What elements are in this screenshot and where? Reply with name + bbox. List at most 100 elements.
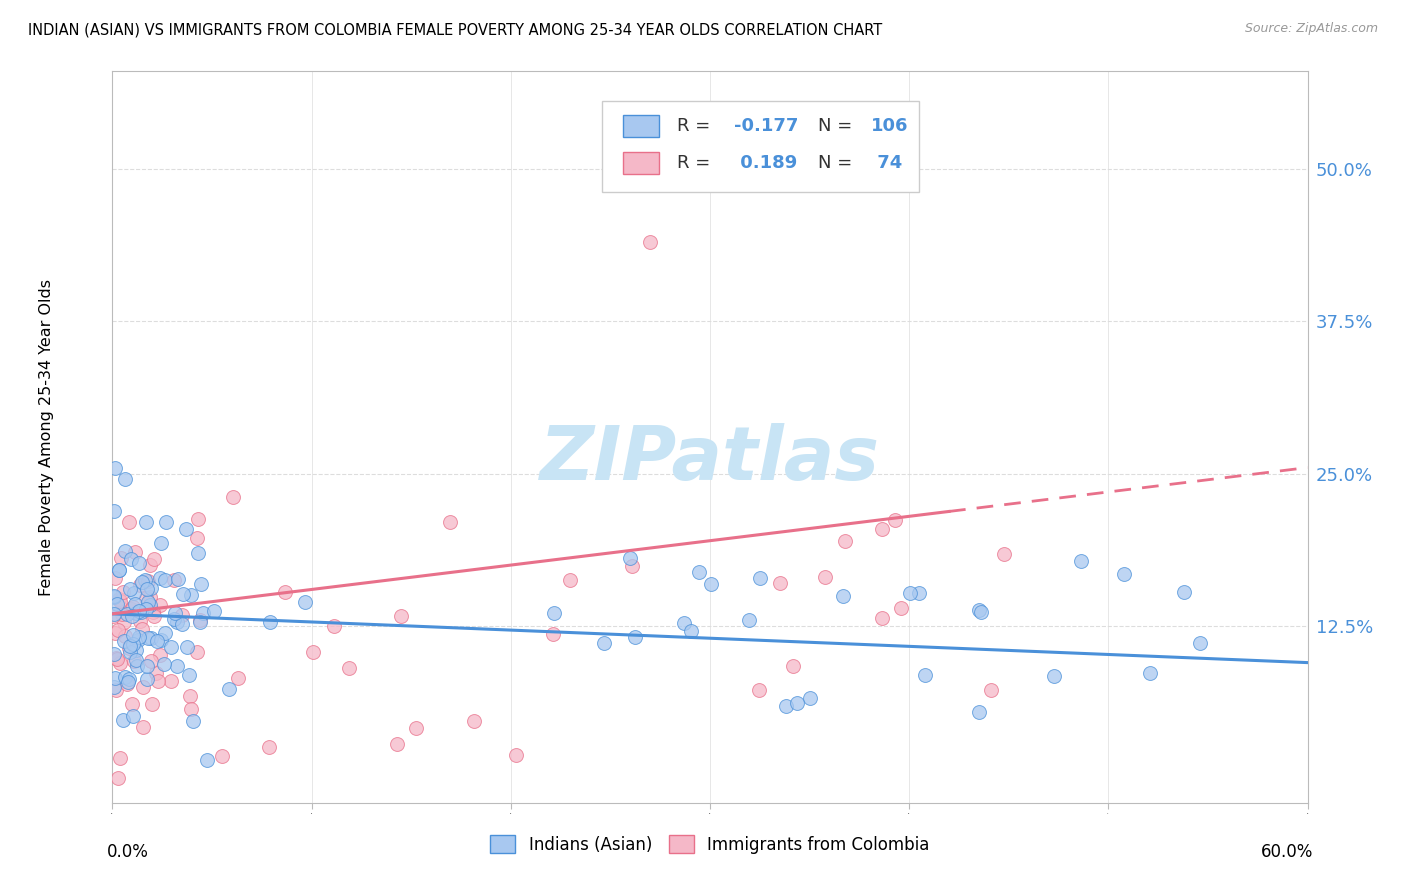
Immigrants from Colombia — [228, 672, 250, 686]
Immigrants from Colombia — [620, 559, 643, 574]
Indians (Asian) — [165, 606, 187, 620]
Indians (Asian) — [174, 522, 197, 536]
Indians (Asian) — [114, 670, 136, 684]
Indians (Asian) — [170, 617, 193, 632]
Immigrants from Colombia — [132, 680, 155, 694]
Text: Source: ZipAtlas.com: Source: ZipAtlas.com — [1244, 22, 1378, 36]
Immigrants from Colombia — [337, 661, 360, 675]
Indians (Asian) — [738, 613, 761, 627]
Immigrants from Colombia — [139, 590, 162, 604]
Text: 106: 106 — [872, 117, 908, 136]
Immigrants from Colombia — [114, 629, 136, 643]
Indians (Asian) — [120, 645, 142, 659]
Text: Female Poverty Among 25-34 Year Olds: Female Poverty Among 25-34 Year Olds — [39, 278, 55, 596]
Immigrants from Colombia — [108, 592, 131, 607]
Indians (Asian) — [118, 582, 141, 596]
Immigrants from Colombia — [105, 652, 128, 666]
Immigrants from Colombia — [120, 602, 142, 616]
Immigrants from Colombia — [870, 523, 893, 537]
Indians (Asian) — [259, 615, 281, 629]
Immigrants from Colombia — [142, 551, 165, 566]
Immigrants from Colombia — [389, 609, 412, 624]
Immigrants from Colombia — [257, 739, 280, 754]
Immigrants from Colombia — [884, 513, 907, 527]
Immigrants from Colombia — [323, 618, 346, 632]
Immigrants from Colombia — [187, 511, 209, 525]
Indians (Asian) — [105, 597, 128, 611]
Immigrants from Colombia — [782, 658, 804, 673]
Immigrants from Colombia — [890, 600, 912, 615]
Immigrants from Colombia — [186, 531, 208, 545]
Indians (Asian) — [688, 566, 710, 580]
Indians (Asian) — [967, 603, 990, 617]
Immigrants from Colombia — [179, 689, 201, 703]
Indians (Asian) — [172, 587, 194, 601]
Immigrants from Colombia — [188, 613, 211, 627]
Immigrants from Colombia — [149, 648, 172, 662]
Immigrants from Colombia — [105, 682, 128, 697]
Indians (Asian) — [166, 615, 188, 629]
Immigrants from Colombia — [121, 599, 143, 614]
Indians (Asian) — [160, 640, 183, 655]
Immigrants from Colombia — [640, 235, 662, 249]
FancyBboxPatch shape — [603, 101, 920, 192]
Immigrants from Colombia — [131, 622, 153, 636]
Indians (Asian) — [786, 696, 808, 710]
Immigrants from Colombia — [111, 585, 134, 599]
Immigrants from Colombia — [104, 626, 127, 640]
Immigrants from Colombia — [149, 599, 172, 613]
Immigrants from Colombia — [110, 550, 132, 565]
Indians (Asian) — [1139, 666, 1161, 681]
Immigrants from Colombia — [101, 609, 124, 624]
Immigrants from Colombia — [405, 721, 427, 735]
Text: R =: R = — [676, 153, 716, 172]
Immigrants from Colombia — [118, 641, 141, 656]
Immigrants from Colombia — [221, 490, 243, 504]
Indians (Asian) — [1070, 554, 1092, 568]
Indians (Asian) — [799, 691, 821, 706]
Indians (Asian) — [135, 672, 157, 686]
Indians (Asian) — [218, 681, 240, 696]
Indians (Asian) — [118, 672, 141, 686]
Immigrants from Colombia — [108, 594, 131, 608]
Indians (Asian) — [543, 606, 565, 620]
Immigrants from Colombia — [302, 645, 325, 659]
Indians (Asian) — [122, 586, 145, 600]
Text: -0.177: -0.177 — [734, 117, 799, 136]
Indians (Asian) — [117, 674, 139, 689]
Indians (Asian) — [121, 637, 143, 651]
Indians (Asian) — [124, 653, 146, 667]
Indians (Asian) — [103, 590, 125, 604]
Indians (Asian) — [748, 572, 770, 586]
Immigrants from Colombia — [111, 607, 134, 622]
Immigrants from Colombia — [141, 697, 163, 711]
Indians (Asian) — [112, 713, 135, 727]
Indians (Asian) — [103, 681, 125, 695]
Immigrants from Colombia — [128, 578, 150, 592]
Immigrants from Colombia — [870, 610, 893, 624]
Indians (Asian) — [149, 536, 172, 550]
Indians (Asian) — [155, 515, 177, 529]
Immigrants from Colombia — [112, 615, 135, 629]
Indians (Asian) — [195, 754, 218, 768]
Indians (Asian) — [967, 706, 990, 720]
Indians (Asian) — [166, 658, 188, 673]
Indians (Asian) — [104, 461, 127, 475]
Immigrants from Colombia — [124, 544, 146, 558]
Indians (Asian) — [135, 602, 157, 616]
Indians (Asian) — [191, 606, 214, 620]
Indians (Asian) — [152, 657, 174, 671]
Immigrants from Colombia — [105, 650, 128, 665]
Indians (Asian) — [898, 586, 921, 600]
Immigrants from Colombia — [439, 515, 461, 529]
Indians (Asian) — [121, 628, 143, 642]
Indians (Asian) — [673, 615, 696, 630]
Immigrants from Colombia — [385, 737, 408, 751]
Immigrants from Colombia — [163, 573, 186, 587]
Indians (Asian) — [970, 606, 993, 620]
Indians (Asian) — [104, 671, 127, 685]
Indians (Asian) — [681, 624, 703, 639]
Text: ZIPatlas: ZIPatlas — [540, 423, 880, 496]
Indians (Asian) — [163, 612, 186, 626]
Indians (Asian) — [136, 582, 159, 596]
